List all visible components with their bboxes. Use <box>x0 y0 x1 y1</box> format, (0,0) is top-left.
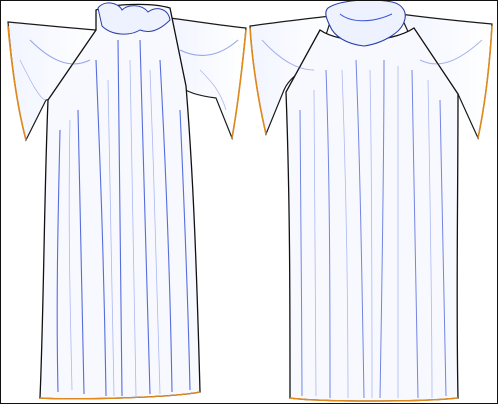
left-robe-left-sleeve-edge <box>7 25 27 141</box>
right-robe-hem <box>289 397 459 402</box>
left-robe-folds <box>29 39 239 397</box>
left-robe-hem <box>39 391 201 400</box>
left-robe-right-sleeve-edge <box>231 29 247 139</box>
right-robe-folds <box>261 39 483 399</box>
right-robe-left-sleeve-edge <box>249 27 267 135</box>
right-robe <box>249 0 493 402</box>
right-robe-right-sleeve-edge <box>477 25 493 139</box>
left-robe-soft-folds <box>19 59 227 397</box>
right-robe-hood-fold <box>339 13 393 22</box>
right-robe-soft-folds <box>313 66 433 399</box>
left-robe <box>7 2 247 400</box>
left-robe-collar <box>97 2 171 35</box>
